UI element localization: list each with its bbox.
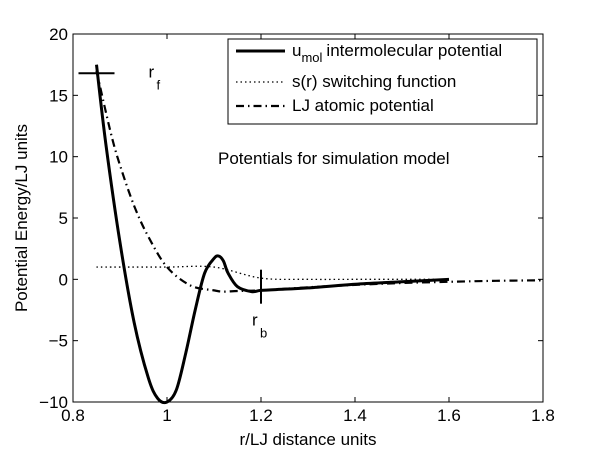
legend-box — [227, 38, 538, 125]
tick-layer: 0.8 1 1.2 1.4 1.6 1.8 −10 −5 0 5 10 15 20 — [39, 25, 555, 425]
series-line-solid — [95, 64, 450, 405]
series-line-dashdot — [95, 70, 544, 293]
marker-sub-rf: f — [157, 77, 161, 92]
legend: umol intermolecular potential s(r) switchi… — [227, 38, 538, 125]
marker-label-rb: r — [252, 311, 258, 330]
chart-annotation: Potentials for simulation model — [218, 149, 450, 168]
x-tick-label: 1.8 — [531, 406, 555, 425]
x-tick-label: 1 — [162, 406, 171, 425]
marker-sub-rb: b — [260, 326, 267, 341]
x-tick-label: 1.4 — [343, 406, 367, 425]
x-axis-label: r/LJ distance units — [239, 430, 376, 449]
x-tick-label: 1.2 — [249, 406, 273, 425]
y-tick-label: −10 — [39, 393, 68, 412]
y-tick-label: 15 — [49, 86, 68, 105]
series-line-dotted — [96, 265, 449, 281]
y-axis-label: Potential Energy/LJ units — [12, 124, 31, 312]
y-tick-label: 5 — [59, 209, 68, 228]
marker-label-rf: r — [149, 62, 155, 81]
y-tick-label: −5 — [49, 332, 68, 351]
x-tick-label: 1.6 — [437, 406, 461, 425]
y-tick-label: 20 — [49, 25, 68, 44]
legend-label-dashdot: LJ atomic potential — [292, 96, 434, 115]
legend-label-solid: umol intermolecular potential — [292, 41, 502, 65]
y-tick-label: 10 — [49, 148, 68, 167]
series-layer — [95, 64, 544, 405]
x-tick-label: 0.8 — [61, 406, 85, 425]
y-tick-label: 0 — [59, 270, 68, 289]
legend-label-dotted: s(r) switching function — [292, 72, 456, 91]
